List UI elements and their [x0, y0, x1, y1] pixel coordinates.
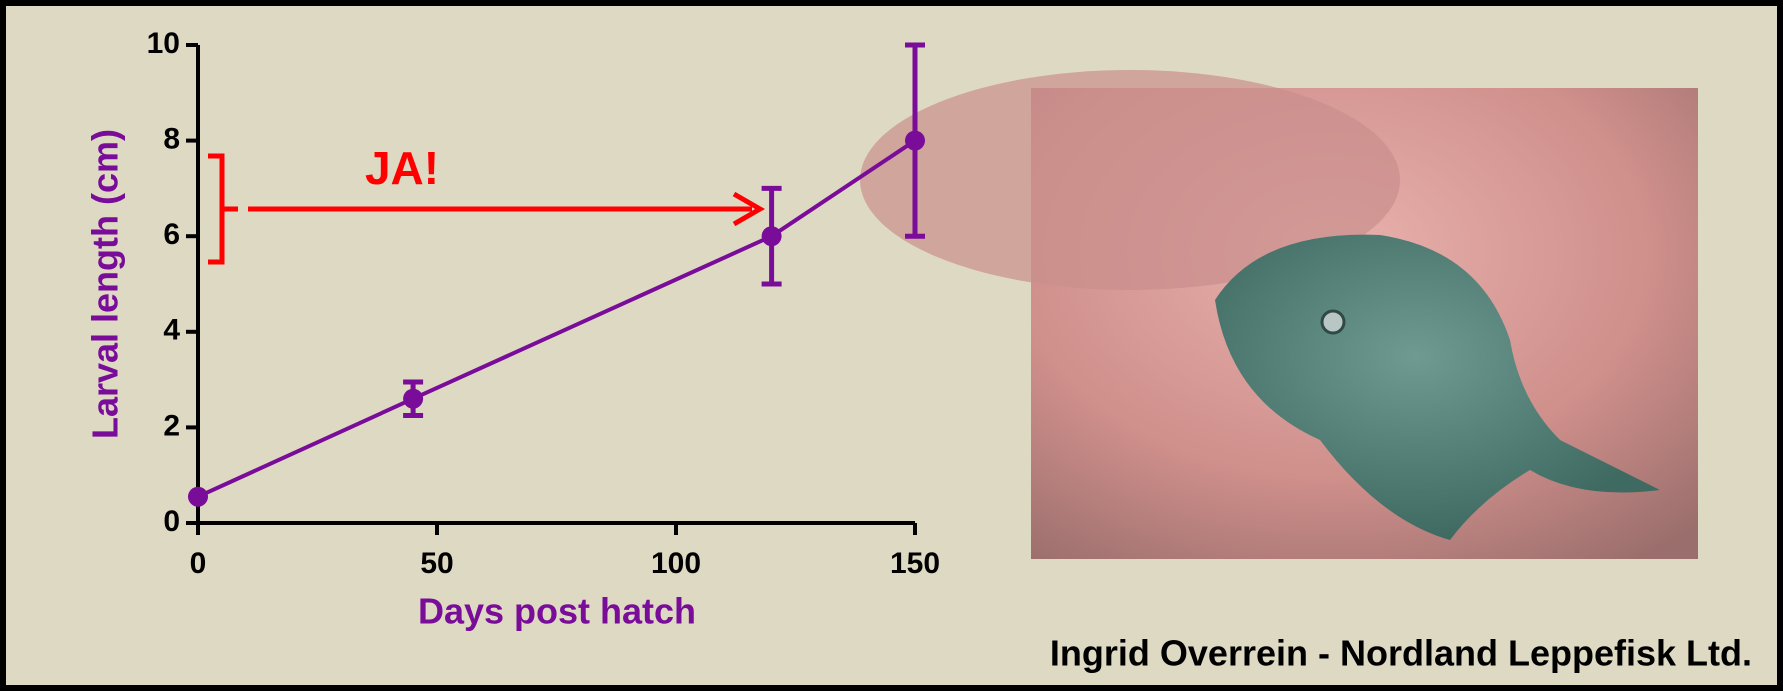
y-tick-label: 8	[163, 123, 180, 156]
y-tick-label: 10	[147, 27, 180, 60]
x-axis-label: Days post hatch	[418, 591, 696, 632]
x-tick-label: 150	[890, 547, 940, 580]
y-tick-label: 0	[163, 505, 180, 538]
y-tick-label: 2	[163, 409, 180, 442]
y-tick-label: 6	[163, 218, 180, 251]
data-point	[905, 131, 925, 151]
photo-fish-eye	[1322, 311, 1344, 333]
caption: Ingrid Overrein - Nordland Leppefisk Ltd…	[1050, 633, 1752, 674]
data-point	[188, 487, 208, 507]
slide: 0246810050100150Days post hatchLarval le…	[0, 0, 1783, 691]
data-point	[403, 389, 423, 409]
x-tick-label: 100	[651, 547, 701, 580]
data-point	[762, 226, 782, 246]
y-tick-label: 4	[163, 314, 180, 347]
x-tick-label: 50	[420, 547, 453, 580]
x-tick-label: 0	[190, 547, 207, 580]
annotation-text: JA!	[365, 142, 439, 194]
y-axis-label: Larval length (cm)	[85, 129, 126, 439]
